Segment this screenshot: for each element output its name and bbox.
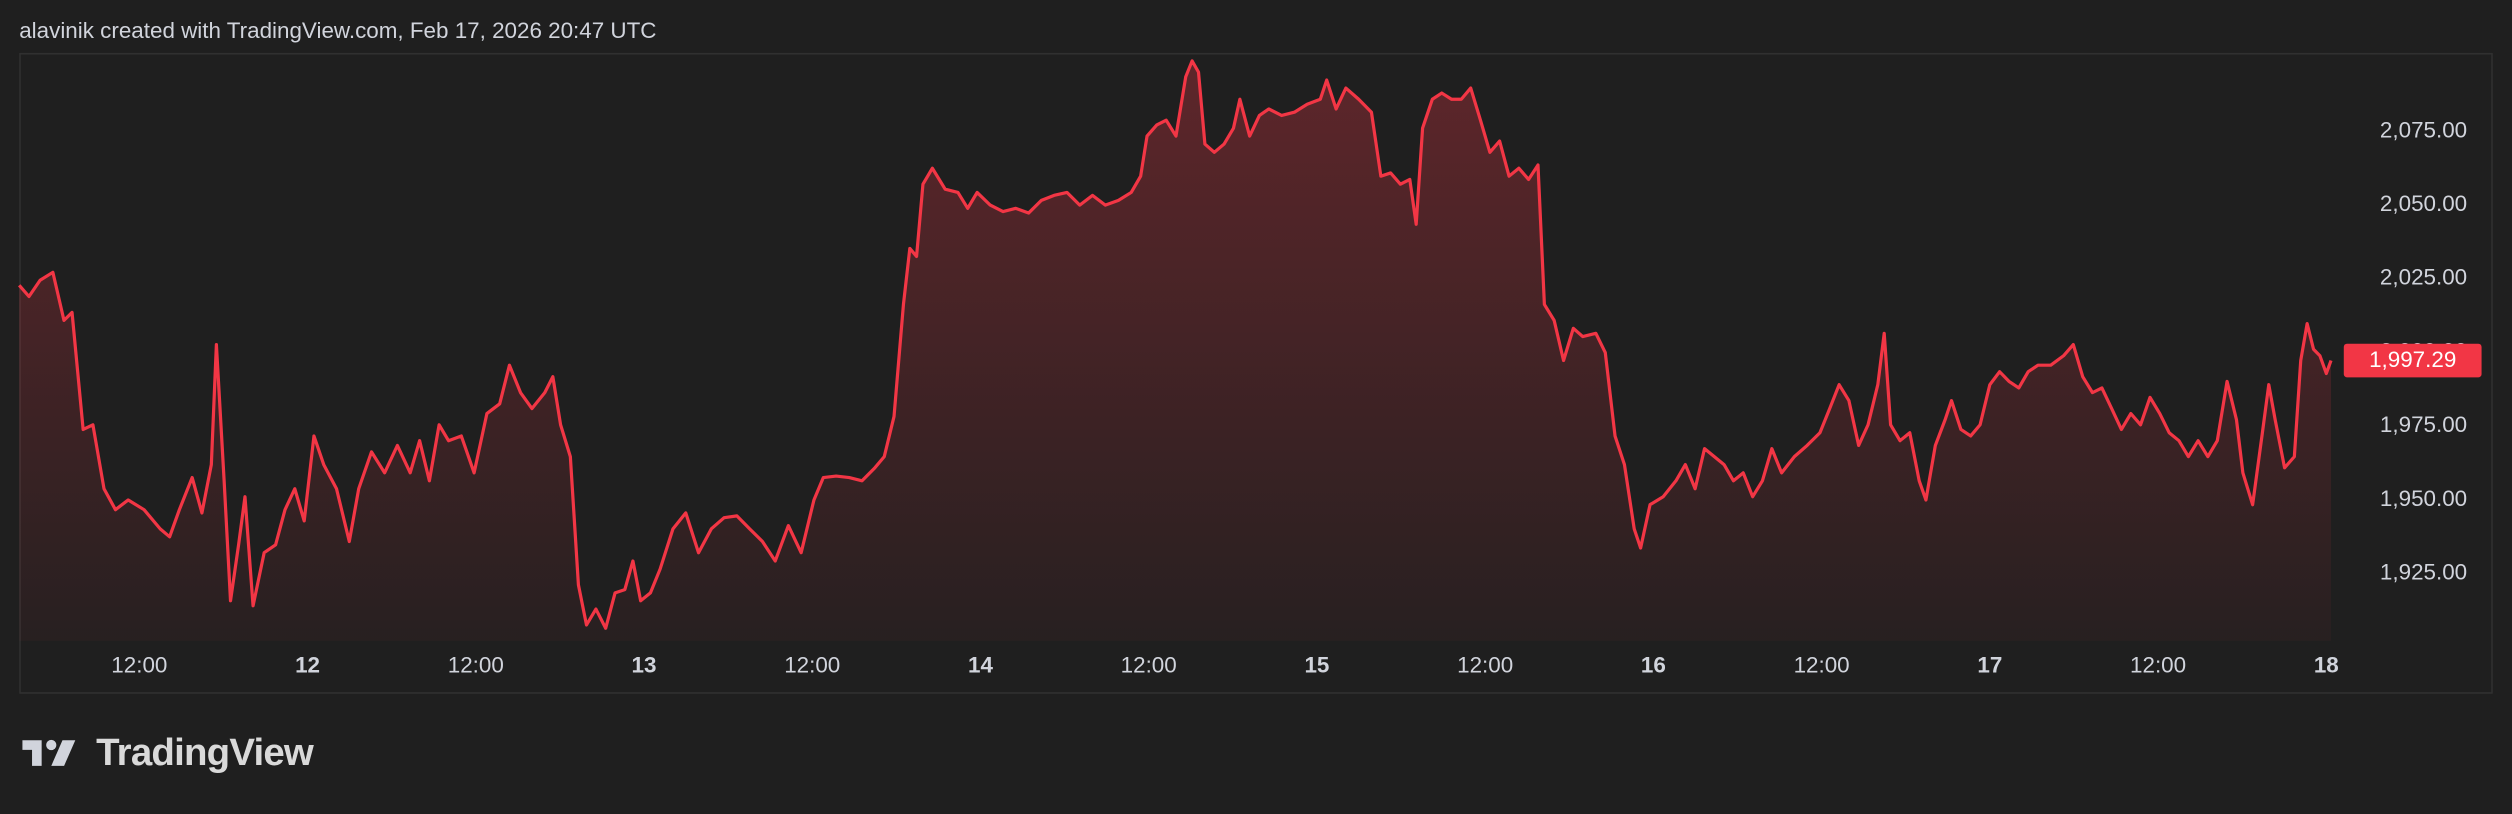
last-value-badge	[2343, 343, 2482, 378]
x-tick-label: 17	[1977, 652, 2002, 677]
logo-mark	[22, 740, 42, 766]
x-tick-label: 12:00	[1794, 652, 1850, 677]
last-value-label: 1,997.29	[2369, 347, 2456, 372]
y-tick-label: 2,075.00	[2380, 117, 2467, 142]
x-tick-label: 12	[295, 652, 320, 677]
x-tick-label: 12:00	[1457, 652, 1513, 677]
x-tick-label: 13	[632, 652, 657, 677]
logo: TradingView	[22, 731, 315, 774]
x-tick-label: 12:00	[1121, 652, 1177, 677]
logo-mark	[46, 739, 57, 751]
x-tick-label: 12:00	[784, 652, 840, 677]
plot: 12:00 12 12:00 13 12:00 14 12:00 15 12:00 16 12:00…	[18, 59, 2482, 677]
x-tick-label: 14	[968, 652, 993, 677]
x-tick-label: 12:00	[448, 652, 504, 677]
x-tick-label: 12:00	[2130, 652, 2186, 677]
x-tick-label: 18	[2314, 652, 2339, 677]
header: alavinik created with TradingView.com, F…	[19, 18, 656, 43]
x-tick-label: 16	[1641, 652, 1666, 677]
y-tick-label: 1,950.00	[2380, 486, 2467, 511]
y-tick-label: 1,925.00	[2380, 560, 2467, 585]
brand: TradingView	[96, 731, 314, 774]
y-tick-label: 2,050.00	[2380, 191, 2467, 216]
x-tick-label: 15	[1304, 652, 1329, 677]
x-tick-label: 12:00	[111, 652, 167, 677]
logo-mark	[51, 740, 76, 766]
y-tick-label: 1,975.00	[2380, 412, 2467, 437]
price-line	[18, 59, 2333, 630]
y-tick-label: 2,025.00	[2380, 265, 2467, 290]
area-fill	[19, 60, 2332, 641]
